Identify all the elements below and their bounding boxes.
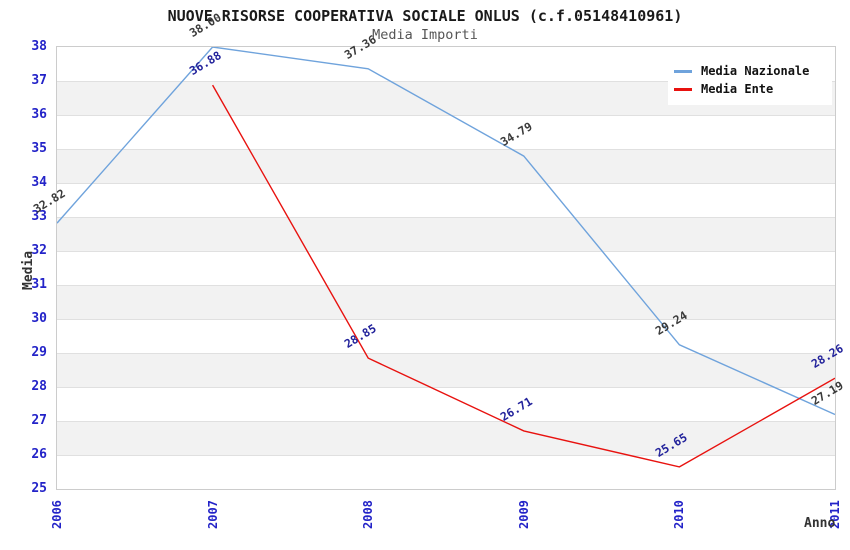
plot-band (57, 251, 835, 285)
plot-band (57, 149, 835, 183)
x-tick-label: 2009 (516, 500, 531, 529)
y-tick-label: 32 (31, 243, 47, 258)
legend-line-swatch (674, 87, 692, 91)
legend: Media Nazionale Media Ente (668, 55, 832, 105)
plot-band (57, 115, 835, 149)
y-tick-label: 25 (31, 481, 47, 496)
plot-band (57, 353, 835, 387)
x-tick-label: 2008 (361, 500, 376, 529)
gridline (57, 421, 835, 422)
series-line-media-ente (211, 84, 836, 468)
x-axis-title: Anno (804, 516, 836, 531)
chart-subtitle: Media Importi (372, 27, 478, 43)
gridline (57, 115, 835, 116)
gridline (57, 387, 835, 388)
y-axis-title: Media (21, 250, 36, 290)
gridline (57, 217, 835, 218)
y-tick-label: 34 (31, 175, 47, 190)
gridline (57, 319, 835, 320)
plot-band (57, 421, 835, 455)
legend-item: Media Ente (674, 82, 826, 96)
gridline (57, 183, 835, 184)
series-lines (56, 46, 836, 468)
plot-band (57, 285, 835, 319)
plot-band (57, 387, 835, 421)
gridline (57, 455, 835, 456)
y-tick-label: 35 (31, 141, 47, 156)
plot-band (57, 455, 835, 489)
y-tick-label: 38 (31, 39, 47, 54)
gridline (57, 353, 835, 354)
legend-item-label: Media Nazionale (701, 64, 810, 78)
y-tick-label: 36 (31, 107, 47, 122)
x-tick-label: 2010 (672, 500, 687, 529)
y-tick-label: 27 (31, 413, 47, 428)
y-tick-label: 30 (31, 311, 47, 326)
chart-title: NUOVE RISORSE COOPERATIVA SOCIALE ONLUS … (167, 7, 683, 25)
gridline (57, 81, 835, 82)
plot-band (57, 319, 835, 353)
gridline (57, 149, 835, 150)
gridline (57, 251, 835, 252)
plot-area (56, 46, 836, 489)
y-tick-label: 33 (31, 209, 47, 224)
x-tick-label: 2006 (50, 500, 64, 529)
x-tick-label: 2007 (205, 500, 220, 529)
y-tick-label: 31 (31, 277, 47, 292)
series-line-media-nazionale (56, 46, 836, 416)
y-tick-label: 28 (31, 379, 47, 394)
gridline (57, 285, 835, 286)
legend-item-label: Media Ente (701, 82, 774, 96)
y-tick-label: 26 (31, 447, 47, 462)
legend-item: Media Nazionale (674, 64, 826, 78)
plot-band (57, 217, 835, 251)
plot-band (57, 183, 835, 217)
y-tick-label: 37 (31, 73, 47, 88)
legend-line-swatch (674, 69, 692, 73)
y-tick-label: 29 (31, 345, 47, 360)
